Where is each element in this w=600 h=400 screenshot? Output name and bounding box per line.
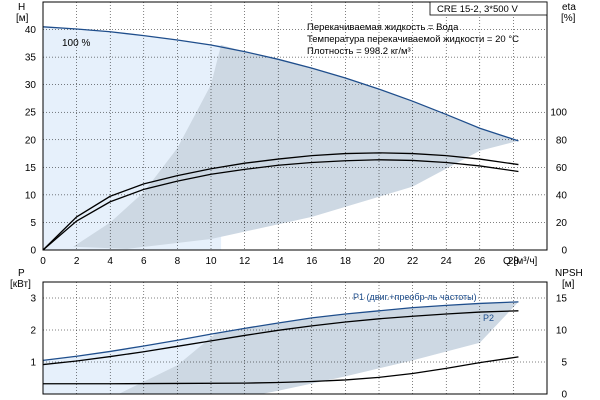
top-right-tick-label: 0 xyxy=(561,246,567,257)
top-left-tick-label: 40 xyxy=(25,25,37,36)
x-tick-label: 26 xyxy=(474,256,486,267)
x-tick-label: 28 xyxy=(508,256,520,267)
bottom-left-axis-label-line1: P xyxy=(18,268,25,279)
bottom-grid xyxy=(43,282,547,394)
top-right-axis-label-line1: eta xyxy=(562,2,576,13)
top-left-axis-label-line1: H xyxy=(18,2,25,13)
bottom-left-tick-label: 3 xyxy=(30,294,36,305)
top-operating-range-shading xyxy=(43,26,519,250)
p1-series-label: P1 (двиг.+преобр-ль частоты) xyxy=(353,292,477,302)
x-tick-label: 2 xyxy=(74,256,80,267)
top-left-tick-label: 20 xyxy=(25,135,37,146)
temperature-line: Температура перекачиваемой жидкости = 20… xyxy=(307,34,519,45)
bottom-right-tick-label: 5 xyxy=(561,358,567,369)
top-left-tick-label: 35 xyxy=(25,53,37,64)
bottom-right-tick-label: 10 xyxy=(556,326,568,337)
top-left-tick-label: 30 xyxy=(25,80,37,91)
x-tick-label: 12 xyxy=(239,256,251,267)
bottom-operating-range-shading xyxy=(43,301,519,394)
x-tick-label: 24 xyxy=(441,256,453,267)
x-axis-label: Q [м³/ч] xyxy=(503,256,538,267)
top-plot-frame xyxy=(42,1,548,251)
top-right-tick-label: 40 xyxy=(556,190,568,201)
top-series-line-0 xyxy=(42,26,519,142)
top-left-tick-label: 25 xyxy=(25,108,37,119)
top-series-line-1 xyxy=(42,152,519,251)
speed-annotation: 100 % xyxy=(62,38,90,49)
bottom-tick-labels: 1 2 3 0 5 10 15 xyxy=(30,294,567,400)
x-tick-label: 10 xyxy=(205,256,217,267)
top-grid xyxy=(43,2,547,251)
x-tick-label: 8 xyxy=(175,256,181,267)
model-label: CRE 15-2, 3*500 V xyxy=(437,4,518,15)
top-left-axis-label-line2: [м] xyxy=(16,13,29,24)
top-right-tick-label: 80 xyxy=(556,135,568,146)
top-right-tick-label: 20 xyxy=(556,218,568,229)
x-tick-label: 18 xyxy=(340,256,352,267)
top-right-axis-label-line2: [%] xyxy=(561,13,576,24)
x-tick-label: 20 xyxy=(373,256,385,267)
top-left-tick-label: 10 xyxy=(25,190,37,201)
top-right-tick-label: 100 xyxy=(550,108,567,119)
top-left-tick-label: 0 xyxy=(30,246,36,257)
top-operating-band xyxy=(73,44,519,249)
top-left-tick-label: 15 xyxy=(25,163,37,174)
model-box xyxy=(429,1,548,16)
bottom-right-axis-label-line1: NPSH xyxy=(555,268,583,279)
top-curves xyxy=(42,26,519,251)
bottom-plot-frame xyxy=(42,281,548,395)
bottom-left-tick-label: 2 xyxy=(30,326,36,337)
top-series-line-2 xyxy=(42,159,519,251)
bottom-curves xyxy=(42,301,519,385)
bottom-left-tick-label: 1 xyxy=(30,358,36,369)
bottom-series-line-2 xyxy=(43,356,519,385)
bottom-series-line-0 xyxy=(42,301,519,362)
top-left-tick-label: 5 xyxy=(30,218,36,229)
bottom-right-tick-label: 15 xyxy=(556,294,568,305)
density-line: Плотность = 998.2 кг/м³ xyxy=(307,46,411,57)
x-tick-label: 16 xyxy=(306,256,318,267)
bottom-right-axis-label-line2: [м] xyxy=(562,279,575,290)
power-npsh-panel: 1 2 3 0 5 10 15 P [кВт] NPSH [м] P1 (двиг.+пре… xyxy=(10,268,583,400)
x-tick-label: 22 xyxy=(407,256,419,267)
fluid-line: Перекачиваемая жидкость = Вода xyxy=(307,22,459,33)
x-tick-label: 6 xyxy=(141,256,147,267)
bottom-operating-band xyxy=(118,301,519,394)
x-tick-label: 4 xyxy=(107,256,113,267)
bottom-series-line-1 xyxy=(42,310,519,366)
bottom-left-axis-label-line2: [кВт] xyxy=(10,279,31,290)
x-tick-label: 14 xyxy=(273,256,285,267)
bottom-right-tick-label: 0 xyxy=(561,390,567,400)
p2-series-label: P2 xyxy=(483,313,494,323)
top-right-tick-label: 60 xyxy=(556,163,568,174)
x-tick-label: 0 xyxy=(40,256,46,267)
info-box: CRE 15-2, 3*500 V Перекачиваемая жидкост… xyxy=(307,1,548,57)
